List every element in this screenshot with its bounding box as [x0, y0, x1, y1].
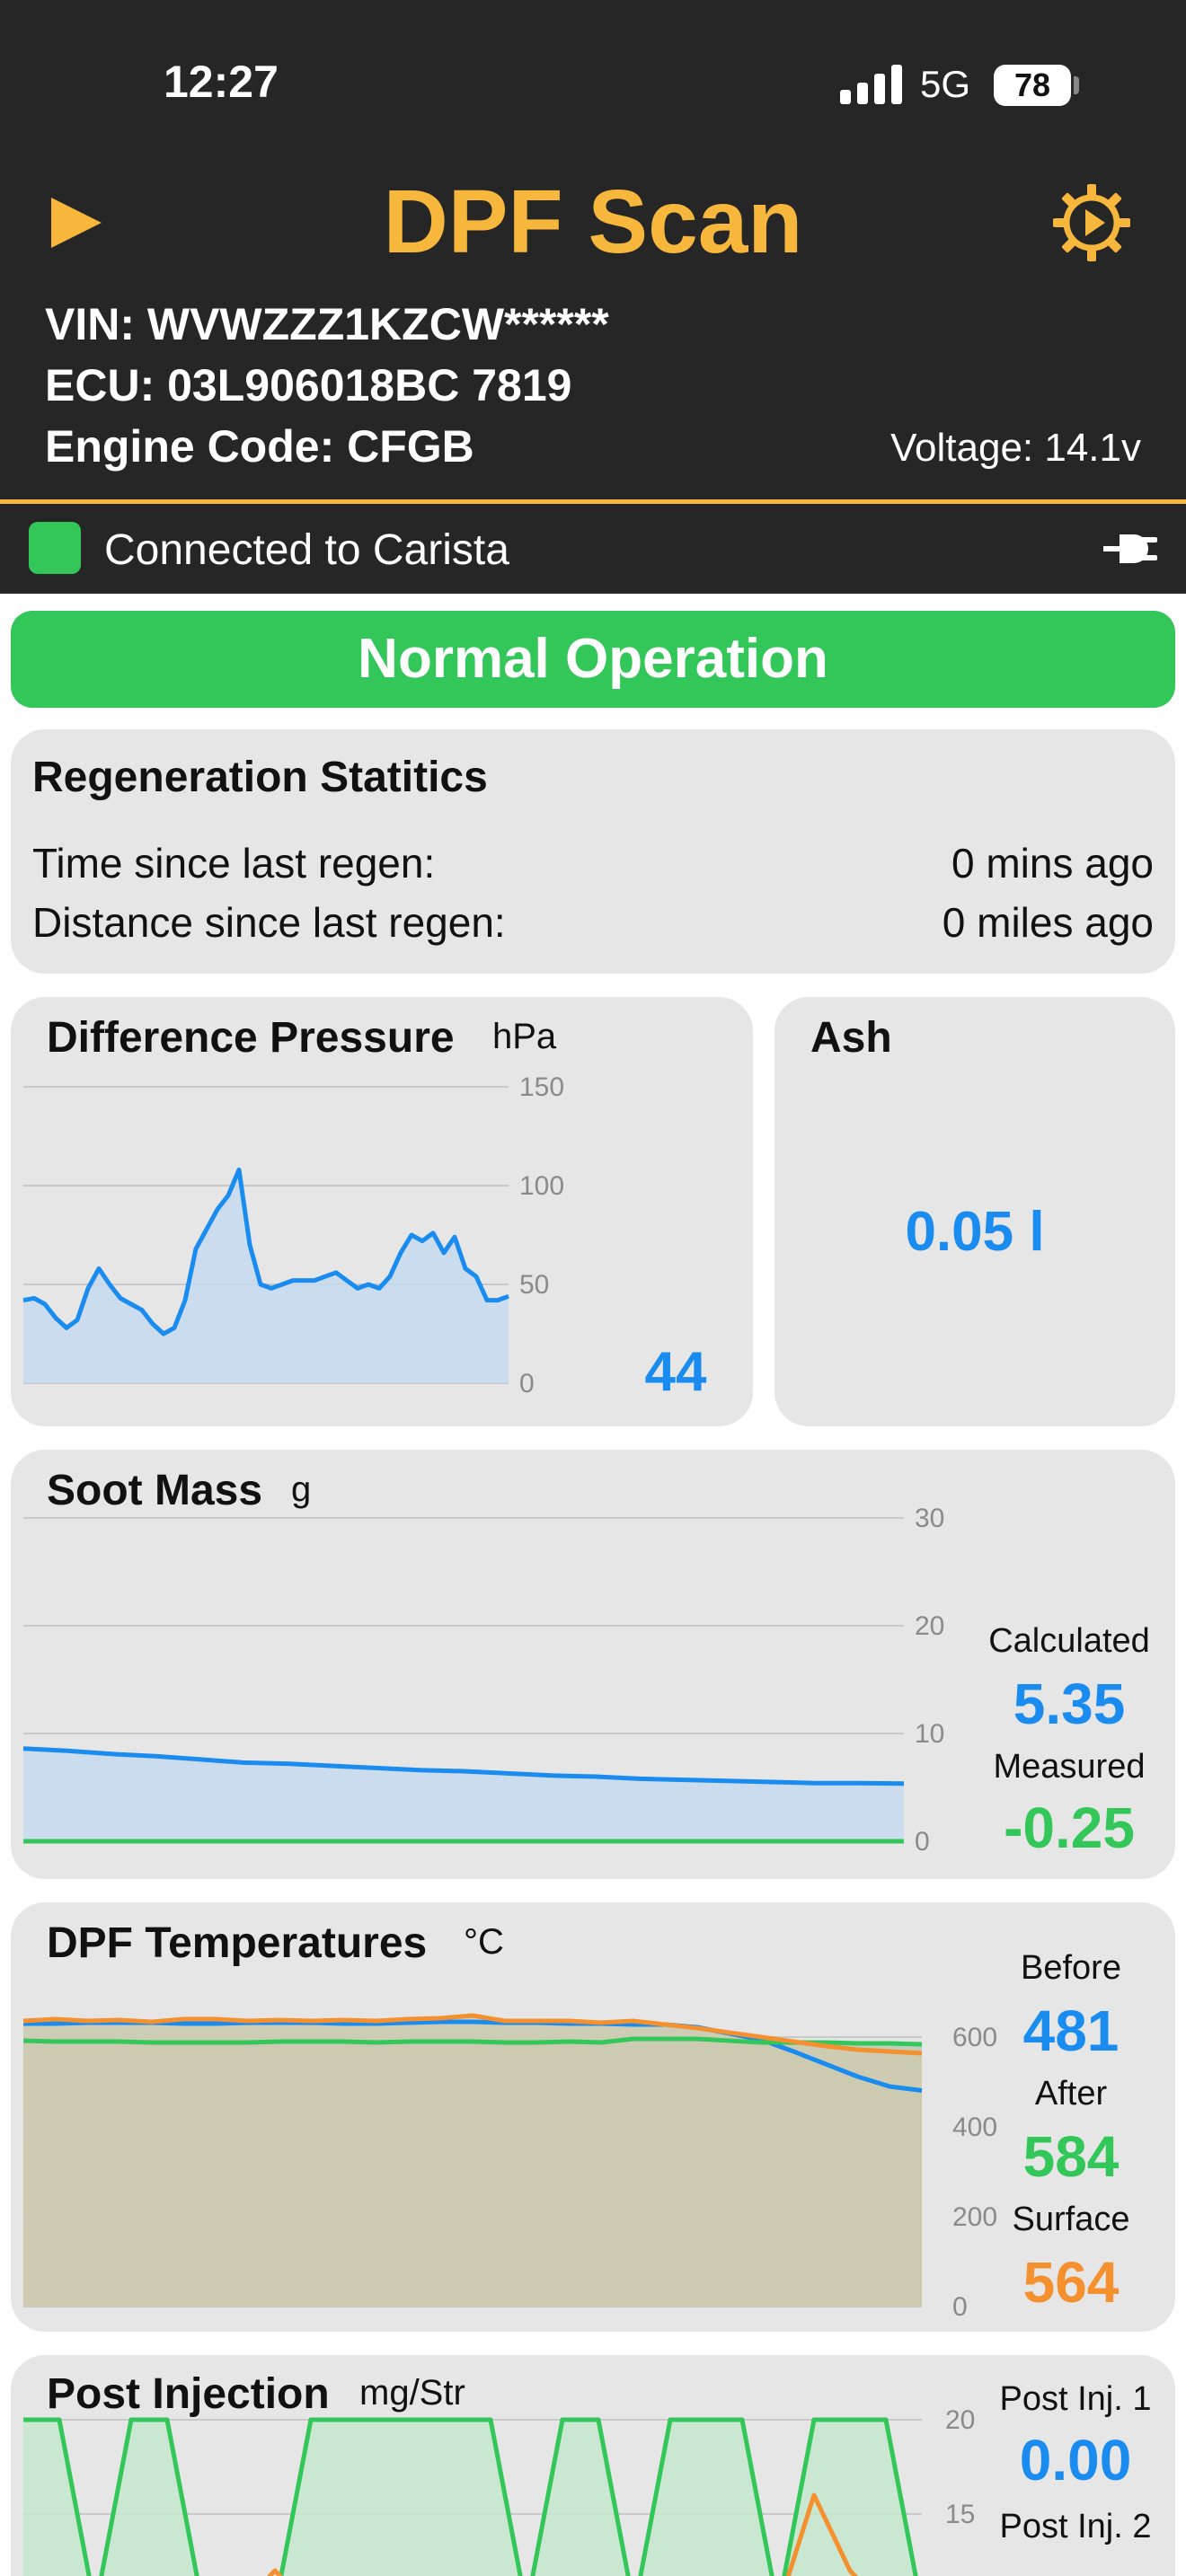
time-since-regen-label: Time since last regen: [32, 840, 436, 887]
battery-icon: 78 [994, 65, 1071, 106]
series-line [23, 2417, 918, 2576]
y-tick-label: 20 [945, 2405, 975, 2435]
distance-since-regen-label: Distance since last regen: [32, 899, 506, 946]
post-injection-unit: mg/Str [359, 2373, 465, 2413]
post-injection-title: Post Injection [47, 2370, 330, 2418]
y-tick-label: 200 [952, 2202, 997, 2232]
y-tick-label: 20 [915, 1611, 944, 1641]
ash-title: Ash [810, 1014, 892, 1062]
regen-stats-card: Regeneration Statitics Time since last r… [11, 729, 1175, 974]
signal-icon [840, 65, 902, 104]
soot-mass-card: Soot Mass g 0 10 20 30 Calculated 5.35 Meas… [11, 1450, 1175, 1879]
gear-icon[interactable] [1053, 184, 1130, 261]
y-tick-label: 30 [915, 1504, 944, 1533]
dpf-temps-unit: °C [464, 1922, 504, 1962]
y-tick-label: 50 [519, 1270, 549, 1300]
ash-value: 0.05 l [905, 1201, 1045, 1263]
connection-status-indicator [29, 522, 81, 574]
network-label: 5G [920, 63, 971, 105]
y-tick-label: 0 [952, 2292, 968, 2322]
series-line [22, 1167, 509, 1337]
play-icon[interactable] [49, 196, 103, 250]
temp-surface-label: Surface [1012, 2201, 1130, 2238]
soot-measured-label: Measured [993, 1748, 1146, 1786]
engine-code-label: Engine Code: CFGB [45, 421, 474, 472]
time-since-regen-value: 0 mins ago [951, 840, 1154, 887]
battery-tip [1074, 76, 1079, 94]
soot-calculated-label: Calculated [988, 1622, 1150, 1660]
soot-mass-chart: 0 10 20 30 [22, 1504, 944, 1857]
series-area [23, 1748, 904, 1841]
post-inj1-label: Post Inj. 1 [999, 2380, 1152, 2418]
status-time: 12:27 [164, 57, 279, 107]
temp-before-label: Before [1021, 1949, 1121, 1987]
temp-surface-value: 564 [1022, 2250, 1120, 2315]
y-tick-label: 0 [915, 1827, 930, 1857]
dpf-temps-title: DPF Temperatures [47, 1919, 428, 1967]
diff-pressure-unit: hPa [492, 1017, 557, 1056]
series-area [23, 2420, 916, 2576]
post-inj1-value: 0.00 [1019, 2428, 1132, 2492]
soot-calculated-value: 5.35 [1013, 1672, 1126, 1736]
post-injection-card: Post Injection mg/Str 15 20 Post Inj. 1 0… [11, 2355, 1175, 2576]
ash-card: Ash 0.05 l [774, 997, 1175, 1426]
app-header: 12:27 5G 78 DPF Scan VIN: WVWZZZ1KZCW***… [0, 0, 1186, 504]
app-title: DPF Scan [383, 172, 803, 272]
voltage-label: Voltage: 14.1v [890, 426, 1141, 470]
series-line [22, 1746, 905, 1786]
temp-after-value: 584 [1022, 2124, 1120, 2189]
post-inj2-label: Post Inj. 2 [999, 2508, 1152, 2545]
soot-mass-unit: g [291, 1469, 312, 1509]
diff-pressure-value: 44 [644, 1341, 707, 1403]
soot-measured-value: -0.25 [1004, 1795, 1135, 1860]
y-tick-label: 600 [952, 2023, 997, 2052]
y-tick-label: 10 [915, 1719, 944, 1749]
diff-pressure-title: Difference Pressure [47, 1014, 455, 1062]
temp-after-label: After [1034, 2075, 1108, 2113]
connection-status-text: Connected to Carista [104, 526, 509, 574]
regen-stats-title: Regeneration Statitics [32, 754, 488, 801]
header-divider [0, 499, 1186, 504]
connection-bar: Connected to Carista [0, 504, 1186, 594]
vin-label: VIN: WVWZZZ1KZCW****** [45, 299, 609, 349]
temp-before-value: 481 [1022, 1998, 1120, 2063]
y-tick-label: 400 [952, 2113, 997, 2142]
y-tick-label: 150 [519, 1072, 564, 1102]
series-area [23, 2016, 922, 2307]
y-tick-label: 15 [945, 2500, 975, 2529]
series-area [23, 1169, 509, 1383]
ecu-label: ECU: 03L906018BC 7819 [45, 360, 572, 410]
soot-mass-title: Soot Mass [47, 1467, 263, 1514]
diff-pressure-chart: 0 50 100 150 [22, 1072, 564, 1398]
plug-icon[interactable] [1103, 529, 1157, 569]
series-line [22, 2036, 923, 2047]
dpf-temps-card: DPF Temperatures °C 0 200 400 600 Before 48… [11, 1902, 1175, 2332]
operation-status-banner: Normal Operation [11, 611, 1175, 708]
distance-since-regen-value: 0 miles ago [942, 899, 1154, 946]
dpf-temps-chart: 0 200 400 600 [22, 2013, 997, 2322]
y-tick-label: 100 [519, 1171, 564, 1201]
series-line [22, 2013, 923, 2056]
y-tick-label: 0 [519, 1369, 535, 1398]
diff-pressure-card: Difference Pressure hPa 0 50 100 150 44 [11, 997, 753, 1426]
